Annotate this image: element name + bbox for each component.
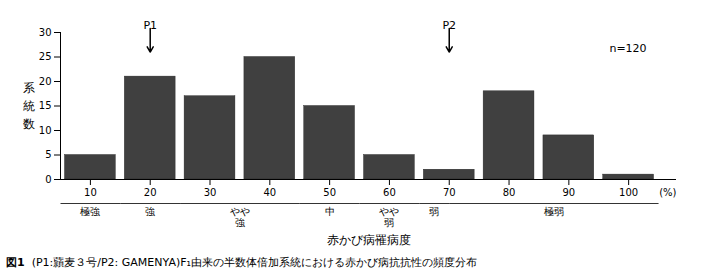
svg-text:極弱: 極弱 [544,206,564,217]
svg-text:100: 100 [619,187,638,198]
svg-text:数: 数 [23,117,35,131]
html-text:図1 (P1:蘏麦３号/P2: GAMENYA)F₁由来の半: 図1 (P1:蘏麦３号/P2: GAMENYA)F₁由来の半数体倍加系統における… [6,256,477,269]
svg-text:20: 20 [39,76,52,87]
svg-text:(%): (%) [659,187,676,198]
svg-text:n=120: n=120 [609,42,646,55]
svg-text:P2: P2 [442,19,456,32]
svg-text:5: 5 [45,149,51,160]
svg-text:90: 90 [562,187,575,198]
svg-text:0: 0 [45,174,51,185]
svg-text:80: 80 [503,187,516,198]
svg-text:やや弱: やや弱 [379,206,399,228]
svg-text:30: 30 [204,187,217,198]
svg-text:10: 10 [84,187,97,198]
svg-text:70: 70 [443,187,456,198]
svg-text:25: 25 [39,51,52,62]
svg-text:やや強: やや強 [230,206,250,228]
svg-text:10: 10 [39,125,52,136]
svg-text:P1: P1 [143,19,157,32]
svg-text:極強: 極強 [80,206,100,217]
svg-text:赤かび病罹病度: 赤かび病罹病度 [327,233,411,247]
svg-text:60: 60 [383,187,396,198]
svg-text:系: 系 [23,81,35,95]
svg-text:強: 強 [145,206,155,217]
svg-text:弱: 弱 [429,206,439,217]
svg-text:中: 中 [325,206,335,217]
svg-text:40: 40 [263,187,276,198]
svg-text:統: 統 [23,99,35,113]
svg-text:30: 30 [39,27,52,38]
svg-text:20: 20 [144,187,157,198]
svg-text:50: 50 [323,187,336,198]
svg-text:15: 15 [39,100,52,111]
